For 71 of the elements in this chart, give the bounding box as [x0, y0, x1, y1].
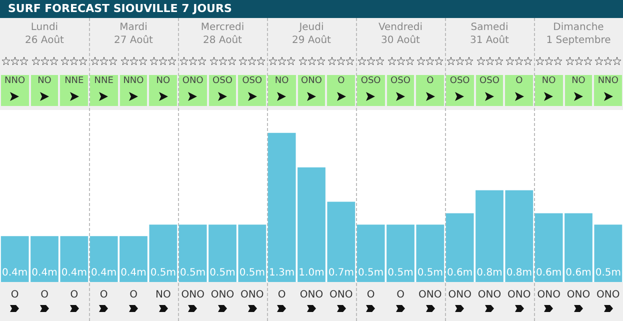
data-label: 0.5m: [358, 268, 384, 278]
text: OSO: [208, 75, 236, 106]
x-tick-label: ONO: [508, 290, 531, 300]
x-tick-label: NO: [155, 290, 171, 300]
text: NO: [564, 75, 592, 106]
data-label: 0.5m: [417, 268, 443, 278]
data-label: 0.6m: [536, 268, 562, 278]
data-label: 0.4m: [61, 268, 87, 278]
text: O: [327, 75, 355, 106]
text: OSO: [446, 75, 474, 106]
text: NNE: [90, 75, 118, 106]
text: NNO: [120, 75, 148, 106]
x-tick-label: O: [278, 290, 286, 300]
data-label: 0.7m: [328, 268, 354, 278]
x-tick-label: O: [366, 290, 375, 300]
x-tick-label: O: [100, 290, 108, 300]
data-label: 0.4m: [2, 268, 28, 278]
text: NNO: [1, 75, 29, 106]
text: OSO: [386, 75, 414, 106]
text: NO: [149, 75, 177, 106]
x-tick-label: ONO: [240, 290, 264, 300]
x-tick-label: ONO: [596, 290, 620, 300]
data-label: 0.6m: [447, 268, 473, 278]
text: Mercredi 28 Août: [200, 21, 246, 47]
text: Lundi 26 Août: [24, 21, 65, 47]
data-label: 1.3m: [269, 268, 295, 278]
text: OSO: [357, 75, 385, 106]
x-tick-label: O: [130, 290, 138, 300]
x-tick-label: O: [70, 290, 78, 300]
data-label: 0.5m: [595, 268, 621, 278]
data-label: 0.4m: [91, 268, 117, 278]
text: Samedi 31 Août: [469, 21, 510, 47]
data-label: 0.5m: [180, 268, 206, 278]
text: Jeudi 29 Août: [291, 21, 332, 47]
x-tick-label: O: [40, 290, 49, 300]
text: ONO: [179, 75, 207, 106]
x-tick-label: ONO: [448, 290, 472, 300]
text: O: [416, 75, 444, 106]
x-tick-label: ONO: [478, 290, 502, 300]
x-tick-label: ONO: [330, 290, 353, 300]
text: NO: [535, 75, 563, 106]
data-label: 0.4m: [120, 268, 146, 278]
x-tick-label: ONO: [210, 290, 234, 300]
chart-title: SURF FORECAST SIOUVILLE 7 JOURS: [8, 2, 232, 16]
x-tick-label: O: [10, 290, 19, 300]
text: OSO: [238, 75, 266, 106]
data-label: 0.6m: [566, 268, 592, 278]
data-label: 1.0m: [298, 268, 324, 278]
text: OSO: [476, 75, 504, 106]
x-tick-label: ONO: [418, 290, 442, 300]
x-tick-label: O: [396, 290, 405, 300]
x-tick-label: ONO: [537, 290, 561, 300]
text: NO: [30, 75, 58, 106]
text: NNO: [594, 75, 622, 106]
text: O: [505, 75, 533, 106]
data-label: 0.5m: [150, 268, 176, 278]
data-label: 0.4m: [32, 268, 58, 278]
data-label: 0.5m: [239, 268, 265, 278]
data-label: 0.5m: [388, 268, 414, 278]
text: Dimanche 1 Septembre: [545, 21, 612, 47]
x-tick-label: ONO: [300, 290, 324, 300]
x-tick-label: ONO: [181, 290, 205, 300]
data-label: 0.8m: [476, 268, 502, 278]
x-tick-label: ONO: [566, 290, 590, 300]
text: Mardi 27 Août: [113, 21, 154, 47]
text: ONO: [298, 75, 326, 106]
text: NO: [268, 75, 296, 106]
text: NNE: [60, 75, 88, 106]
data-label: 0.5m: [210, 268, 236, 278]
text: Vendredi 30 Août: [377, 21, 424, 47]
data-label: 0.8m: [506, 268, 532, 278]
